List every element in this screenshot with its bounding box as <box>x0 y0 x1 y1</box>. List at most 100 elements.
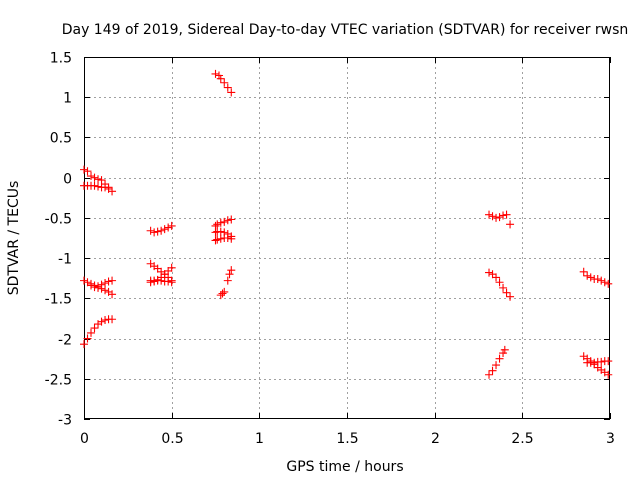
data-point-late-b <box>492 273 501 282</box>
data-point-early-d <box>101 286 110 295</box>
x-tick-label: 1 <box>255 431 264 447</box>
data-point-three-quarter-d <box>227 234 236 243</box>
data-point-early-d <box>97 284 106 293</box>
data-point-early-a <box>94 175 103 184</box>
data-point-end-b <box>604 370 613 379</box>
data-point-late-c <box>492 361 501 370</box>
data-point-end-a <box>597 276 606 285</box>
y-axis-title: SDTVAR / TECUs <box>6 181 22 296</box>
data-point-late-b <box>506 292 515 301</box>
data-point-three-quarter-b <box>220 217 229 226</box>
data-point-early-d <box>87 281 96 290</box>
data-point-late-b <box>495 278 504 287</box>
data-point-three-quarter-a <box>216 74 225 83</box>
data-point-three-quarter-b <box>223 216 232 225</box>
data-point-early-d <box>108 290 117 299</box>
data-point-three-quarter-a <box>211 69 220 78</box>
data-point-early-b <box>101 183 110 192</box>
y-tick-label: -0.5 <box>45 212 72 228</box>
x-tick-label: 2.5 <box>511 431 533 447</box>
data-point-late-c <box>500 345 509 354</box>
data-point-late-a <box>492 213 501 222</box>
data-point-end-a <box>586 273 595 282</box>
data-point-three-quarter-a <box>227 88 236 97</box>
data-point-late-b <box>502 288 511 297</box>
y-tick-label: -1.5 <box>45 292 72 308</box>
data-point-early-a <box>97 176 106 185</box>
data-point-half-a <box>164 223 173 232</box>
data-point-end-c <box>597 357 606 366</box>
data-point-half-d <box>167 278 176 287</box>
data-point-end-c <box>590 358 599 367</box>
data-point-three-quarter-e <box>227 266 236 275</box>
data-point-half-a <box>153 227 162 236</box>
data-point-three-quarter-e <box>218 289 227 298</box>
data-point-early-d <box>94 283 103 292</box>
data-point-half-a <box>167 221 176 230</box>
data-point-early-a <box>80 165 88 174</box>
data-point-half-c <box>164 266 173 275</box>
data-point-half-a <box>150 228 159 237</box>
y-tick-label: -1 <box>58 252 72 268</box>
data-point-three-quarter-b <box>216 218 225 227</box>
data-point-early-e <box>90 324 99 333</box>
data-point-early-e <box>83 334 92 343</box>
x-tick-label: 1.5 <box>336 431 358 447</box>
data-point-late-b <box>485 268 494 277</box>
data-point-late-a <box>495 213 504 222</box>
data-point-late-c <box>495 354 504 363</box>
data-point-half-a <box>157 226 166 235</box>
data-point-early-a <box>87 172 96 181</box>
data-point-early-e <box>101 316 110 325</box>
data-point-half-a <box>146 226 155 235</box>
data-point-half-c <box>160 270 169 279</box>
data-point-early-c <box>104 277 113 286</box>
data-point-three-quarter-d <box>216 234 225 243</box>
data-point-half-c <box>167 263 176 272</box>
data-point-end-c <box>604 357 613 366</box>
data-point-end-a <box>600 278 609 287</box>
grid <box>84 57 610 419</box>
x-tick-label: 3 <box>606 431 615 447</box>
x-tick-label: 0 <box>80 431 89 447</box>
y-tick-label: -2 <box>58 333 72 349</box>
data-point-early-b <box>90 181 99 190</box>
data-point-early-e <box>87 328 96 337</box>
y-tick-label: -2.5 <box>45 373 72 389</box>
data-point-three-quarter-a <box>223 83 232 92</box>
axis-ticks: 0 0.5 1 1.5 2 2.5 3 1.5 1 0.5 0 -0.5 -1 -1.5 -2 -2.5 -3 <box>45 51 615 448</box>
data-point-late-a <box>488 212 497 221</box>
data-point-late-a <box>485 210 494 219</box>
data-point-end-a <box>579 267 588 276</box>
data-point-early-c <box>80 276 88 285</box>
data-point-late-c <box>488 366 497 375</box>
y-tick-label: -3 <box>58 413 72 429</box>
data-point-end-a <box>583 271 592 280</box>
data-point-three-quarter-a <box>220 78 229 87</box>
data-point-half-a <box>160 225 169 234</box>
y-tick-label: 0.5 <box>50 131 72 147</box>
data-point-three-quarter-d <box>223 234 232 242</box>
data-point-three-quarter-d <box>213 235 222 244</box>
data-point-three-quarter-e <box>216 291 225 300</box>
data-point-three-quarter-b <box>227 215 236 224</box>
x-tick-label: 2 <box>431 431 440 447</box>
data-point-late-a <box>499 211 508 220</box>
data-point-end-a <box>593 275 602 284</box>
data-point-early-c <box>108 276 117 285</box>
x-axis-title: GPS time / hours <box>286 459 403 475</box>
data-point-late-a <box>506 220 515 229</box>
data-point-late-a <box>502 210 511 219</box>
data-point-end-a <box>604 279 613 288</box>
x-tick-label: 0.5 <box>161 431 183 447</box>
data-points <box>80 69 613 379</box>
data-point-early-b <box>94 182 103 191</box>
y-tick-label: 1.5 <box>50 51 72 67</box>
data-point-early-c <box>83 278 92 287</box>
data-point-late-b <box>488 270 497 279</box>
data-point-late-b <box>499 283 508 292</box>
data-point-half-d <box>164 277 173 286</box>
data-point-late-c <box>485 370 494 379</box>
data-point-three-quarter-c <box>211 228 220 237</box>
